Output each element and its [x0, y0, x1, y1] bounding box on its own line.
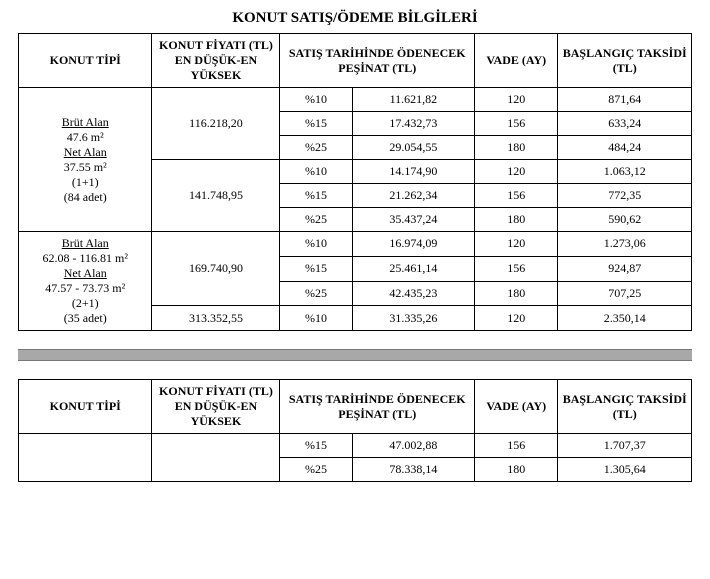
start-cell: 707,25 — [558, 281, 692, 306]
header-downpayment: SATIŞ TARİHİNDE ÖDENECEK PEŞİNAT (TL) — [280, 34, 475, 88]
term-cell: 180 — [475, 208, 558, 232]
pct-cell: %15 — [280, 112, 352, 136]
term-cell: 120 — [475, 88, 558, 112]
page-separator — [18, 349, 692, 361]
start-cell: 1.707,37 — [558, 434, 692, 458]
type-line: Brüt Alan — [62, 115, 109, 129]
header-price: KONUT FİYATI (TL) EN DÜŞÜK-EN YÜKSEK — [152, 380, 280, 434]
amount-cell: 11.621,82 — [352, 88, 474, 112]
start-cell: 2.350,14 — [558, 306, 692, 331]
type-line: 37.55 m² — [64, 160, 107, 174]
pct-cell: %25 — [280, 136, 352, 160]
header-term: VADE (AY) — [475, 380, 558, 434]
type-cell: Brüt Alan 47.6 m² Net Alan 37.55 m² (1+1… — [19, 88, 152, 232]
type-cell: Brüt Alan 62.08 - 116.81 m² Net Alan 47.… — [19, 232, 152, 331]
pct-cell: %10 — [280, 160, 352, 184]
type-cell — [19, 434, 152, 482]
start-cell: 633,24 — [558, 112, 692, 136]
term-cell: 120 — [475, 232, 558, 257]
header-type: KONUT TİPİ — [19, 34, 152, 88]
amount-cell: 29.054,55 — [352, 136, 474, 160]
pct-cell: %25 — [280, 281, 352, 306]
header-type: KONUT TİPİ — [19, 380, 152, 434]
page-title: KONUT SATIŞ/ÖDEME BİLGİLERİ — [18, 10, 692, 27]
type-line: 47.57 - 73.73 m² — [45, 281, 125, 295]
table-row: Brüt Alan 62.08 - 116.81 m² Net Alan 47.… — [19, 232, 692, 257]
type-line: 62.08 - 116.81 m² — [43, 251, 128, 265]
amount-cell: 35.437,24 — [352, 208, 474, 232]
start-cell: 924,87 — [558, 256, 692, 281]
table-header-row: KONUT TİPİ KONUT FİYATI (TL) EN DÜŞÜK-EN… — [19, 380, 692, 434]
amount-cell: 14.174,90 — [352, 160, 474, 184]
term-cell: 156 — [475, 256, 558, 281]
page: KONUT SATIŞ/ÖDEME BİLGİLERİ KONUT TİPİ K… — [0, 0, 710, 502]
start-cell: 871,64 — [558, 88, 692, 112]
pct-cell: %15 — [280, 256, 352, 281]
type-line: Brüt Alan — [62, 236, 109, 250]
amount-cell: 78.338,14 — [352, 458, 474, 482]
price-cell — [152, 434, 280, 482]
term-cell: 156 — [475, 112, 558, 136]
pct-cell: %15 — [280, 184, 352, 208]
amount-cell: 17.432,73 — [352, 112, 474, 136]
amount-cell: 25.461,14 — [352, 256, 474, 281]
start-cell: 1.063,12 — [558, 160, 692, 184]
amount-cell: 42.435,23 — [352, 281, 474, 306]
pct-cell: %10 — [280, 306, 352, 331]
start-cell: 484,24 — [558, 136, 692, 160]
header-term: VADE (AY) — [475, 34, 558, 88]
type-line: Net Alan — [64, 266, 107, 280]
type-line: (1+1) — [72, 175, 99, 189]
table-header-row: KONUT TİPİ KONUT FİYATI (TL) EN DÜŞÜK-EN… — [19, 34, 692, 88]
price-cell: 169.740,90 — [152, 232, 280, 306]
table-row: Brüt Alan 47.6 m² Net Alan 37.55 m² (1+1… — [19, 88, 692, 112]
term-cell: 156 — [475, 184, 558, 208]
start-cell: 1.305,64 — [558, 458, 692, 482]
term-cell: 156 — [475, 434, 558, 458]
pct-cell: %15 — [280, 434, 352, 458]
type-line: Net Alan — [64, 145, 107, 159]
type-line: (2+1) — [72, 296, 99, 310]
pricing-table-2: KONUT TİPİ KONUT FİYATI (TL) EN DÜŞÜK-EN… — [18, 379, 692, 482]
term-cell: 120 — [475, 160, 558, 184]
amount-cell: 21.262,34 — [352, 184, 474, 208]
pricing-table-1: KONUT TİPİ KONUT FİYATI (TL) EN DÜŞÜK-EN… — [18, 33, 692, 331]
amount-cell: 16.974,09 — [352, 232, 474, 257]
pct-cell: %25 — [280, 458, 352, 482]
price-cell: 141.748,95 — [152, 160, 280, 232]
pct-cell: %10 — [280, 232, 352, 257]
type-line: 47.6 m² — [67, 130, 104, 144]
type-line: (35 adet) — [64, 311, 107, 325]
amount-cell: 31.335,26 — [352, 306, 474, 331]
start-cell: 1.273,06 — [558, 232, 692, 257]
term-cell: 180 — [475, 281, 558, 306]
term-cell: 120 — [475, 306, 558, 331]
table-row: %15 47.002,88 156 1.707,37 — [19, 434, 692, 458]
header-price: KONUT FİYATI (TL) EN DÜŞÜK-EN YÜKSEK — [152, 34, 280, 88]
term-cell: 180 — [475, 136, 558, 160]
header-downpayment: SATIŞ TARİHİNDE ÖDENECEK PEŞİNAT (TL) — [280, 380, 475, 434]
price-cell: 116.218,20 — [152, 88, 280, 160]
term-cell: 180 — [475, 458, 558, 482]
start-cell: 772,35 — [558, 184, 692, 208]
price-cell: 313.352,55 — [152, 306, 280, 331]
header-start: BAŞLANGIÇ TAKSİDİ (TL) — [558, 380, 692, 434]
type-line: (84 adet) — [64, 190, 107, 204]
pct-cell: %10 — [280, 88, 352, 112]
pct-cell: %25 — [280, 208, 352, 232]
header-start: BAŞLANGIÇ TAKSİDİ (TL) — [558, 34, 692, 88]
start-cell: 590,62 — [558, 208, 692, 232]
amount-cell: 47.002,88 — [352, 434, 474, 458]
